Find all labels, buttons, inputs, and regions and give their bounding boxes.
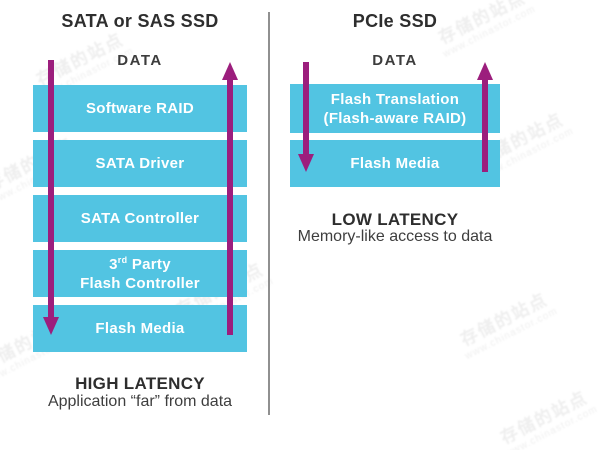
arrow-shaft	[303, 62, 309, 156]
layer-software-raid: Software RAID	[33, 85, 247, 132]
arrow-shaft	[48, 60, 54, 319]
watermark: 存储的站点 www.chinastor.com	[497, 387, 600, 450]
left-latency-title: HIGH LATENCY	[75, 374, 205, 393]
arrowhead-up-icon	[477, 62, 493, 80]
layer-sata-controller: SATA Controller	[33, 195, 247, 242]
left-data-label: DATA	[117, 52, 163, 69]
right-data-label: DATA	[372, 52, 418, 69]
data-flow-up-arrow-left	[222, 62, 238, 335]
watermark: 存储的站点 www.chinastor.com	[457, 289, 560, 363]
layer-3rd-party-flash-controller: 3rd Party Flash Controller	[33, 250, 247, 297]
arrowhead-down-icon	[43, 317, 59, 335]
right-latency-caption: Memory-like access to data	[297, 228, 493, 245]
arrow-shaft	[482, 78, 488, 172]
layer-flash-translation: Flash Translation (Flash-aware RAID)	[290, 84, 500, 133]
left-panel-title: SATA or SAS SSD	[61, 11, 219, 31]
panel-divider	[268, 12, 270, 415]
right-panel-title: PCIe SSD	[352, 11, 438, 31]
layer-flash-media-right: Flash Media	[290, 140, 500, 187]
arrow-shaft	[227, 78, 233, 335]
layer-flash-media-left: Flash Media	[33, 305, 247, 352]
data-flow-up-arrow-right	[477, 62, 493, 172]
arrowhead-up-icon	[222, 62, 238, 80]
layer-sata-driver: SATA Driver	[33, 140, 247, 187]
arrowhead-down-icon	[298, 154, 314, 172]
data-flow-down-arrow-left	[43, 60, 59, 335]
left-latency-caption: Application “far” from data	[47, 393, 233, 410]
right-latency-title: LOW LATENCY	[331, 210, 459, 229]
data-flow-down-arrow-right	[298, 62, 314, 172]
